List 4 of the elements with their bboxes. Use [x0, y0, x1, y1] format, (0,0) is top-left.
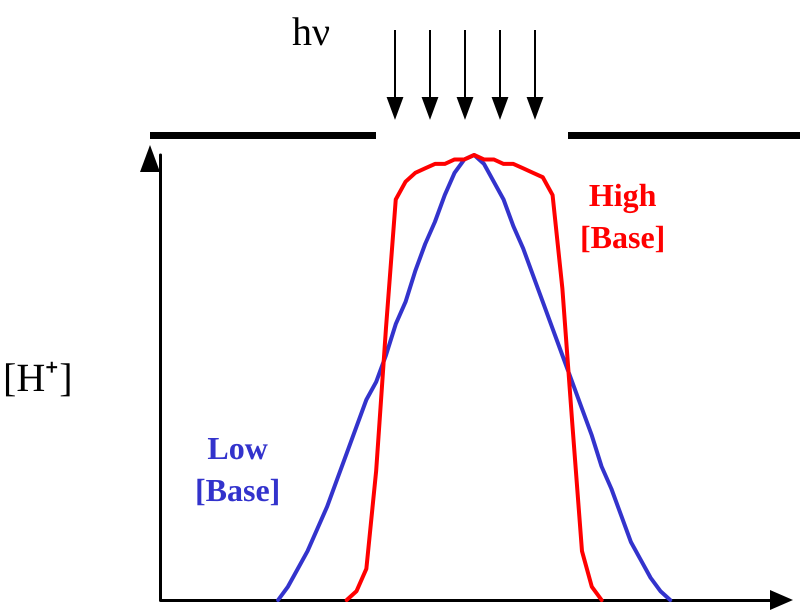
series-label: Low [Base]	[195, 429, 280, 510]
series-label: High [Base]	[580, 176, 666, 257]
y-axis-title: [H⁺]	[2, 355, 73, 400]
text: hν	[292, 8, 330, 55]
